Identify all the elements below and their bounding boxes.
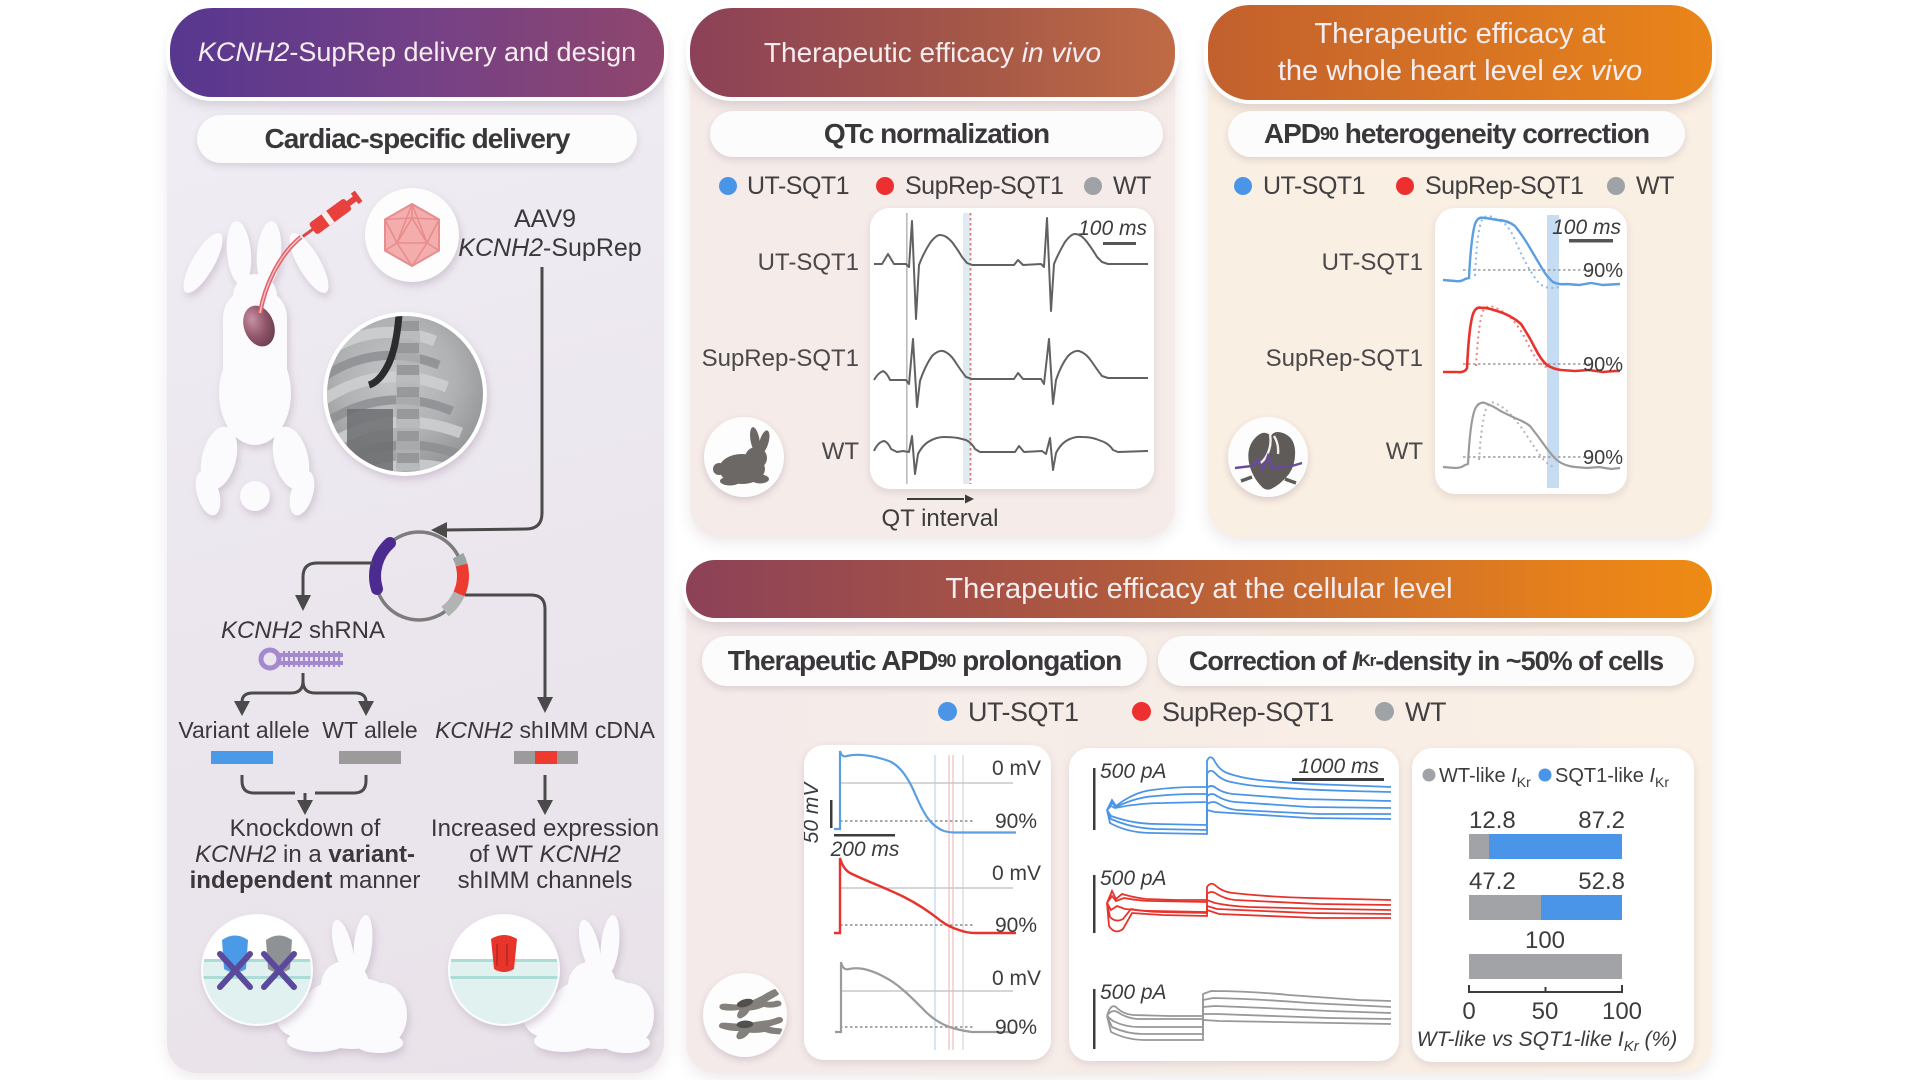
- svg-text:shIMM channels: shIMM channels: [458, 867, 633, 894]
- svg-text:100: 100: [1602, 998, 1642, 1025]
- svg-text:52.8: 52.8: [1578, 868, 1625, 895]
- svg-text:90%: 90%: [995, 810, 1037, 833]
- svg-text:KCNH2 shRNA: KCNH2 shRNA: [221, 617, 385, 644]
- svg-text:100 ms: 100 ms: [1078, 217, 1147, 240]
- svg-text:0 mV: 0 mV: [992, 967, 1041, 990]
- svg-text:50: 50: [1532, 998, 1559, 1025]
- svg-text:Variant allele: Variant allele: [178, 717, 309, 743]
- svg-text:90%: 90%: [995, 1016, 1037, 1039]
- svg-text:KCNH2 in a variant-: KCNH2 in a variant-: [195, 841, 415, 868]
- svg-text:200 ms: 200 ms: [830, 838, 900, 861]
- svg-text:0 mV: 0 mV: [992, 757, 1041, 780]
- svg-text:0 mV: 0 mV: [992, 862, 1041, 885]
- svg-text:500 pA: 500 pA: [1100, 760, 1167, 783]
- svg-text:WT-like vs SQT1-like IKr (%): WT-like vs SQT1-like IKr (%): [1417, 1028, 1677, 1055]
- svg-text:SQT1-like IKr: SQT1-like IKr: [1555, 765, 1669, 790]
- svg-text:100: 100: [1525, 927, 1565, 954]
- svg-text:of WT KCNH2: of WT KCNH2: [469, 841, 621, 868]
- svg-text:100 ms: 100 ms: [1552, 216, 1621, 239]
- svg-text:KCNH2-SupRep: KCNH2-SupRep: [458, 234, 641, 262]
- svg-text:WT allele: WT allele: [322, 717, 417, 743]
- svg-text:90%: 90%: [1583, 260, 1623, 282]
- svg-text:47.2: 47.2: [1469, 868, 1516, 895]
- svg-text:500 pA: 500 pA: [1100, 867, 1167, 890]
- svg-text:AAV9: AAV9: [514, 205, 576, 233]
- svg-text:WT-like IKr: WT-like IKr: [1439, 765, 1531, 790]
- svg-text:Knockdown of: Knockdown of: [230, 815, 381, 842]
- svg-text:independent manner: independent manner: [190, 867, 421, 894]
- svg-text:90%: 90%: [1583, 447, 1623, 469]
- svg-text:90%: 90%: [995, 914, 1037, 937]
- svg-text:KCNH2 shIMM cDNA: KCNH2 shIMM cDNA: [435, 717, 655, 743]
- svg-text:QT interval: QT interval: [882, 505, 999, 532]
- svg-text:0: 0: [1462, 998, 1475, 1025]
- svg-text:500 pA: 500 pA: [1100, 981, 1167, 1004]
- svg-text:12.8: 12.8: [1469, 807, 1516, 834]
- svg-text:50 mV: 50 mV: [804, 781, 823, 844]
- svg-text:90%: 90%: [1583, 354, 1623, 376]
- svg-text:Increased expression: Increased expression: [431, 815, 659, 842]
- svg-text:87.2: 87.2: [1578, 807, 1625, 834]
- svg-text:1000 ms: 1000 ms: [1298, 755, 1379, 778]
